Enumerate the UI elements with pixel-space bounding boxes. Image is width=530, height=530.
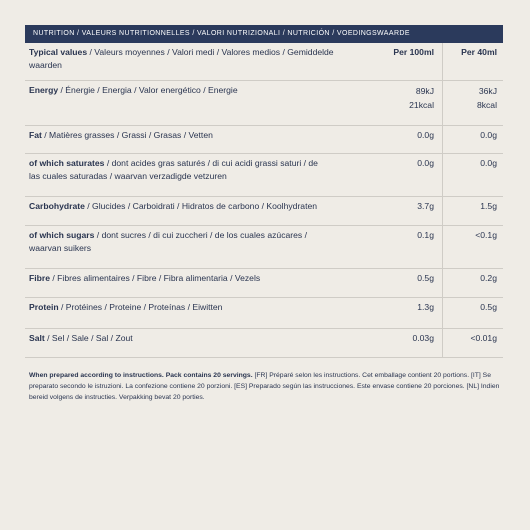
typical-values-label: Typical values / Valeurs moyennes / Valo… <box>25 43 365 80</box>
row-label-bold: Energy <box>29 85 59 95</box>
row-label-bold: of which sugars <box>29 230 95 240</box>
row-label-rest: / dont sucres / di cui zuccheri / de los… <box>29 230 307 253</box>
row-value-per40: 0.0g <box>480 130 497 140</box>
row-label: of which sugars / dont sucres / di cui z… <box>25 226 325 268</box>
per100-header: Per 100ml <box>365 43 443 80</box>
row-value-per100: 0.5g <box>365 269 443 297</box>
row-label: Salt / Sel / Sale / Sal / Zout <box>25 329 365 357</box>
nutrition-table: NUTRITION / VALEURS NUTRITIONNELLES / VA… <box>25 25 503 403</box>
table-row-fibre: Fibre / Fibres alimentaires / Fibre / Fi… <box>25 269 503 298</box>
row-label-rest: / Protéines / Proteine / Proteínas / Eiw… <box>58 302 223 312</box>
table-row-energy: Energy / Énergie / Energia / Valor energ… <box>25 81 503 126</box>
row-label: Fat / Matières grasses / Grassi / Grasas… <box>25 126 365 153</box>
row-label-bold: Salt <box>29 333 45 343</box>
row-label-bold: Fat <box>29 130 42 140</box>
row-value-per40: 0.2g <box>480 273 497 283</box>
row-value-per40: 1.5g <box>480 201 497 211</box>
row-label: Fibre / Fibres alimentaires / Fibre / Fi… <box>25 269 365 297</box>
row-value-per100: 0.03g <box>365 329 443 357</box>
table-header-bar: NUTRITION / VALEURS NUTRITIONNELLES / VA… <box>25 25 503 43</box>
typical-values-bold: Typical values <box>29 47 88 57</box>
row-value-per100: 1.3g <box>365 298 443 328</box>
table-row-fat: Fat / Matières grasses / Grassi / Grasas… <box>25 126 503 154</box>
row-label-bold: Protein <box>29 302 59 312</box>
footnote-bold: When prepared according to instructions.… <box>29 372 253 379</box>
row-value-per100: 0.0g <box>325 154 443 196</box>
column-header-row: Typical values / Valeurs moyennes / Valo… <box>25 43 503 81</box>
table-row-salt: Salt / Sel / Sale / Sal / Zout 0.03g <0.… <box>25 329 503 358</box>
row-label: Carbohydrate / Glucides / Carboidrati / … <box>25 197 365 225</box>
table-row-sugars: of which sugars / dont sucres / di cui z… <box>25 226 503 269</box>
table-row-saturates: of which saturates / dont acides gras sa… <box>25 154 503 197</box>
table-row-protein: Protein / Protéines / Proteine / Proteín… <box>25 298 503 329</box>
row-label-rest: / Fibres alimentaires / Fibre / Fibra al… <box>50 273 261 283</box>
row-label: Energy / Énergie / Energia / Valor energ… <box>25 81 365 125</box>
row-label-bold: Fibre <box>29 273 51 283</box>
row-value-per40: <0.1g <box>475 230 497 240</box>
row-label-rest: / Énergie / Energia / Valor energético /… <box>58 85 238 95</box>
row-value-per100: 0.0g <box>365 126 443 153</box>
row-value-per40: <0.01g <box>470 333 497 343</box>
row-value-per40: 36kJ 8kcal <box>476 86 497 110</box>
typical-values-rest: / Valeurs moyennes / Valori medi / Valor… <box>29 47 334 70</box>
row-label-bold: of which saturates <box>29 158 105 168</box>
row-label: of which saturates / dont acides gras sa… <box>25 154 325 196</box>
per40-header: Per 40ml <box>461 47 497 57</box>
row-label-rest: / Matières grasses / Grassi / Grasas / V… <box>41 130 213 140</box>
row-value-per40: 0.5g <box>480 302 497 312</box>
row-label-rest: / Sel / Sale / Sal / Zout <box>44 333 133 343</box>
table-row-carbohydrate: Carbohydrate / Glucides / Carboidrati / … <box>25 197 503 226</box>
row-label-bold: Carbohydrate <box>29 201 85 211</box>
row-label-rest: / dont acides gras saturés / di cui acid… <box>29 158 318 181</box>
footnote: When prepared according to instructions.… <box>25 370 503 403</box>
row-value-per40: 0.0g <box>480 158 497 168</box>
row-value-per100: 3.7g <box>365 197 443 225</box>
row-label-rest: / Glucides / Carboidrati / Hidratos de c… <box>84 201 318 211</box>
row-value-per100: 0.1g <box>325 226 443 268</box>
footnote-rest: [FR] Préparé selon les instructions. Cet… <box>29 372 500 401</box>
row-label: Protein / Protéines / Proteine / Proteín… <box>25 298 365 328</box>
row-value-per100: 89kJ 21kcal <box>365 81 443 125</box>
